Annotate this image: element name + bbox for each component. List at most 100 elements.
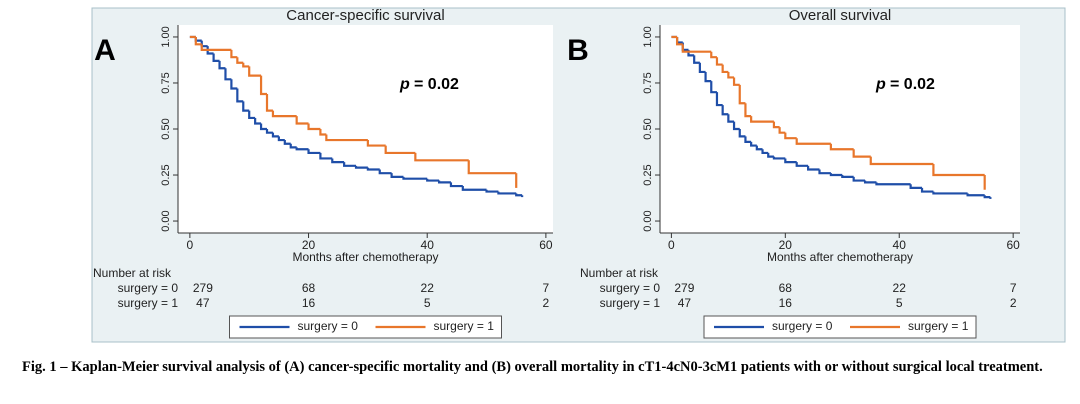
survival-step — [384, 145, 416, 155]
survival-step — [869, 156, 934, 166]
survival-step — [265, 94, 273, 112]
legend-label: surgery = 0 — [298, 319, 359, 333]
p-symbol: p — [399, 76, 410, 93]
risk-count: 16 — [779, 296, 793, 310]
y-tick-label: 0.00 — [642, 210, 654, 231]
x-tick-label: 40 — [421, 238, 435, 252]
survival-step — [289, 143, 297, 149]
survival-step — [271, 132, 279, 138]
x-tick-label: 40 — [893, 238, 907, 252]
legend-box — [703, 315, 977, 339]
y-tick-label: 0.75 — [642, 72, 654, 93]
risk-count: 22 — [421, 281, 435, 295]
survival-step — [325, 134, 368, 142]
survival-step — [307, 149, 321, 155]
survival-step — [772, 121, 780, 129]
survival-step — [744, 136, 752, 143]
y-tick-label: 1.00 — [160, 26, 172, 47]
survival-step — [738, 84, 746, 105]
survival-step — [727, 71, 735, 79]
risk-row-label: surgery = 1 — [118, 296, 179, 310]
risk-row-label: surgery = 0 — [118, 281, 179, 295]
risk-count: 5 — [896, 296, 903, 310]
survival-step — [721, 64, 729, 74]
survival-step — [485, 189, 499, 193]
survival-step — [366, 140, 386, 147]
survival-step — [449, 182, 463, 188]
survival-step — [248, 66, 262, 77]
survival-step — [259, 123, 268, 131]
p-value: = 0.02 — [890, 76, 935, 93]
risk-count: 7 — [1010, 281, 1017, 295]
survival-step — [761, 149, 769, 155]
survival-step — [727, 114, 735, 123]
survival-step — [681, 44, 712, 53]
y-tick-label: 0.75 — [160, 72, 172, 93]
survival-step — [750, 141, 757, 147]
risk-count: 2 — [543, 296, 550, 310]
panel-label: B — [567, 34, 589, 67]
survival-step — [715, 92, 723, 107]
survival-step — [236, 57, 244, 64]
survival-step — [230, 49, 238, 59]
survival-step — [259, 75, 268, 96]
survival-step — [354, 165, 368, 169]
survival-step — [497, 191, 517, 195]
survival-step — [744, 103, 752, 118]
survival-step — [271, 110, 297, 118]
survival-step — [932, 191, 968, 195]
survival-step — [772, 156, 786, 160]
survival-step — [218, 60, 226, 70]
survival-step — [755, 145, 763, 151]
risk-count: 16 — [302, 296, 316, 310]
survival-step — [414, 152, 469, 162]
plot-area — [660, 25, 1020, 233]
risk-table-title: Number at risk — [93, 266, 172, 280]
risk-count: 22 — [893, 281, 907, 295]
x-tick-label: 20 — [302, 238, 316, 252]
survival-step — [331, 158, 345, 164]
survival-step — [909, 184, 923, 190]
y-tick-label: 0.00 — [160, 210, 172, 231]
survival-step — [710, 81, 717, 94]
risk-count: 68 — [302, 281, 316, 295]
survival-step — [402, 176, 428, 180]
survival-step — [732, 121, 740, 131]
survival-step — [236, 88, 244, 103]
survival-step — [224, 68, 232, 81]
survival-step — [852, 176, 866, 182]
survival-step — [378, 169, 392, 175]
survival-step — [795, 138, 831, 145]
risk-count: 5 — [424, 296, 431, 310]
survival-step — [710, 51, 717, 59]
survival-step — [307, 123, 321, 131]
risk-count: 68 — [779, 281, 793, 295]
x-tick-label: 60 — [539, 238, 553, 252]
x-tick-label: 20 — [779, 238, 793, 252]
survival-step — [698, 62, 706, 74]
y-tick-label: 0.50 — [160, 118, 172, 139]
caption: Fig. 1 – Kaplan-Meier survival analysis … — [22, 359, 1043, 375]
survival-step — [784, 132, 797, 140]
survival-step — [254, 117, 262, 125]
survival-step — [295, 116, 309, 125]
y-tick-label: 1.00 — [642, 26, 654, 47]
survival-step — [319, 152, 333, 160]
survival-step — [818, 169, 831, 175]
risk-table-title: Number at risk — [580, 266, 659, 280]
survival-step — [515, 193, 523, 197]
survival-step — [829, 143, 854, 151]
survival-step — [437, 180, 451, 184]
x-tick-label: 60 — [1006, 238, 1020, 252]
x-axis-label: Months after chemotherapy — [292, 250, 438, 264]
survival-step — [265, 129, 273, 134]
chart-title: Overall survival — [789, 7, 892, 24]
survival-step — [875, 182, 911, 186]
y-tick-label: 0.50 — [642, 118, 654, 139]
legend-box — [229, 315, 502, 339]
survival-step — [248, 110, 256, 120]
survival-step — [242, 62, 250, 68]
survival-step — [966, 193, 985, 197]
survival-step — [750, 116, 774, 123]
